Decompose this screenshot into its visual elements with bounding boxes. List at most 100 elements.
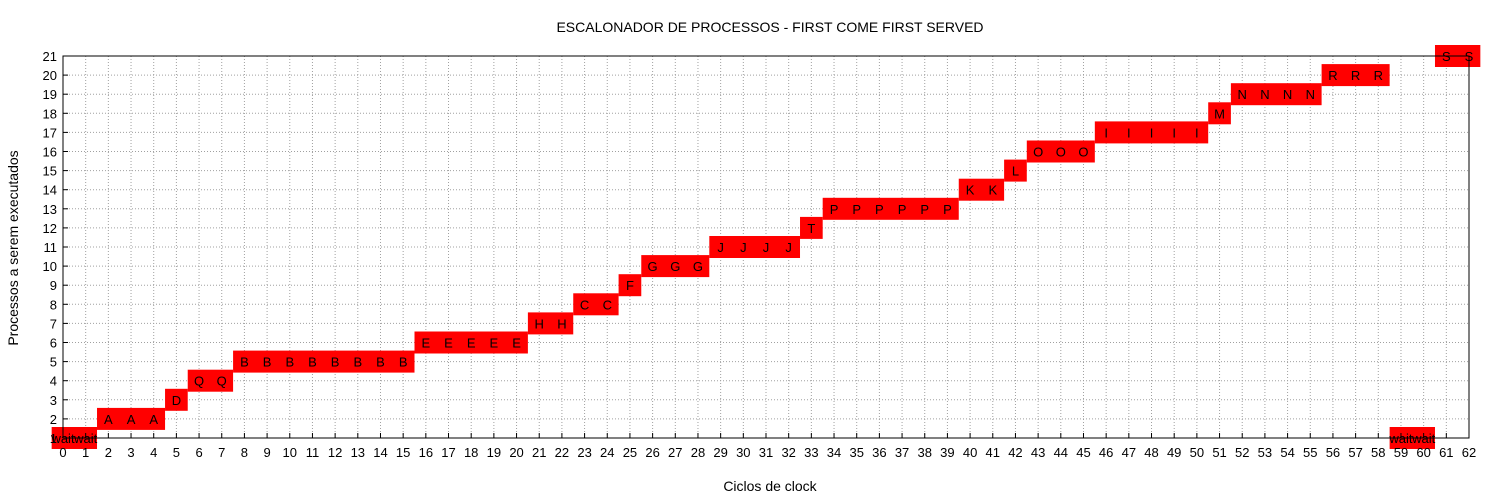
x-tick-label: 24 — [600, 445, 614, 460]
bar-label: T — [807, 221, 815, 236]
x-tick-label: 23 — [577, 445, 591, 460]
x-tick-label: 20 — [509, 445, 523, 460]
bar-label: B — [263, 355, 272, 370]
x-tick-label: 30 — [736, 445, 750, 460]
bar — [1004, 159, 1027, 182]
bar-label: C — [603, 297, 612, 312]
bar-label: A — [127, 412, 136, 427]
x-tick-label: 5 — [173, 445, 180, 460]
x-tick-label: 61 — [1439, 445, 1453, 460]
x-tick-label: 45 — [1076, 445, 1090, 460]
bar-label: G — [693, 259, 703, 274]
bar-label: E — [444, 336, 453, 351]
x-tick-label: 37 — [895, 445, 909, 460]
bar-label: P — [852, 202, 861, 217]
x-tick-label: 55 — [1303, 445, 1317, 460]
x-tick-label: 15 — [396, 445, 410, 460]
x-tick-label: 56 — [1326, 445, 1340, 460]
bar — [822, 197, 959, 220]
y-tick-label: 8 — [50, 297, 57, 312]
x-tick-label: 12 — [328, 445, 342, 460]
x-tick-label: 11 — [306, 445, 320, 460]
y-tick-label: 7 — [50, 316, 57, 331]
x-tick-label: 54 — [1280, 445, 1294, 460]
bar-label: I — [1172, 125, 1176, 140]
bar-label: I — [1127, 125, 1131, 140]
bar — [414, 331, 528, 354]
bar-label: O — [1033, 145, 1043, 160]
x-tick-label: 35 — [849, 445, 863, 460]
x-tick-label: 50 — [1190, 445, 1204, 460]
bar-label: G — [648, 259, 658, 274]
x-tick-label: 14 — [373, 445, 387, 460]
x-tick-label: 21 — [532, 445, 546, 460]
bar-label: J — [740, 240, 747, 255]
bar — [165, 388, 188, 411]
bar-label: I — [1150, 125, 1154, 140]
x-tick-label: 1 — [82, 445, 89, 460]
bar-label: B — [376, 355, 385, 370]
bar-label: B — [399, 355, 408, 370]
bar-label: I — [1104, 125, 1108, 140]
bar-segment: F — [618, 274, 642, 297]
bar-label: N — [1238, 87, 1247, 102]
bar — [527, 312, 574, 335]
x-tick-label: 8 — [241, 445, 248, 460]
x-tick-label: 42 — [1008, 445, 1022, 460]
bar-label: K — [988, 183, 997, 198]
bar-label: Q — [217, 374, 227, 389]
x-tick-label: 7 — [218, 445, 225, 460]
bar-label: O — [1056, 145, 1066, 160]
bar — [1321, 64, 1390, 87]
x-tick-label: 58 — [1371, 445, 1385, 460]
y-tick-label: 19 — [43, 87, 57, 102]
x-tick-labels: 0 1 2 3 4 5 6 7 8 9 10 11 12 13 14 15 16 17 18 19 20 21 22 23 24… — [59, 433, 1476, 460]
bars: waitwaitAAADQQBBBBBBBBEEEEEHHCCFGGGJJJJT… — [50, 45, 1481, 449]
x-tick-label: 28 — [691, 445, 705, 460]
y-tick-label: 14 — [43, 183, 57, 198]
x-tick-label: 17 — [441, 445, 455, 460]
x-tick-label: 52 — [1235, 445, 1249, 460]
y-tick-label: 3 — [50, 393, 57, 408]
bar — [573, 293, 619, 316]
bar-label: N — [1283, 87, 1292, 102]
x-tick-label: 40 — [963, 445, 977, 460]
y-tick-label: 12 — [43, 221, 57, 236]
y-tick-label: 21 — [43, 49, 57, 64]
x-tick-label: 13 — [351, 445, 365, 460]
y-tick-label: 11 — [44, 240, 58, 255]
y-tick-label: 9 — [50, 278, 57, 293]
x-tick-label: 9 — [263, 445, 270, 460]
bar — [800, 216, 823, 239]
y-tick-label: 2 — [50, 412, 57, 427]
bar-label: H — [557, 316, 566, 331]
x-tick-label: 60 — [1416, 445, 1430, 460]
y-tick-label: 15 — [43, 164, 57, 179]
bar-segment: D — [165, 388, 188, 411]
bar-label: P — [898, 202, 907, 217]
y-tick-label: 16 — [43, 145, 57, 160]
bar-label: H — [535, 316, 544, 331]
x-tick-label: 47 — [1122, 445, 1136, 460]
bar-label: J — [717, 240, 724, 255]
x-tick-label: 53 — [1258, 445, 1272, 460]
x-tick-label: 32 — [781, 445, 795, 460]
y-axis-label: Processos a serem executados — [5, 150, 21, 345]
bar — [1094, 121, 1209, 144]
x-tick-label: 33 — [804, 445, 818, 460]
x-tick-label: 26 — [645, 445, 659, 460]
x-tick-label: 36 — [872, 445, 886, 460]
bar-label: P — [875, 202, 884, 217]
bar — [958, 178, 1005, 201]
bar-label: O — [1078, 145, 1088, 160]
bar-label: J — [763, 240, 770, 255]
bar-segment: M — [1208, 102, 1231, 125]
x-tick-label: 22 — [555, 445, 569, 460]
